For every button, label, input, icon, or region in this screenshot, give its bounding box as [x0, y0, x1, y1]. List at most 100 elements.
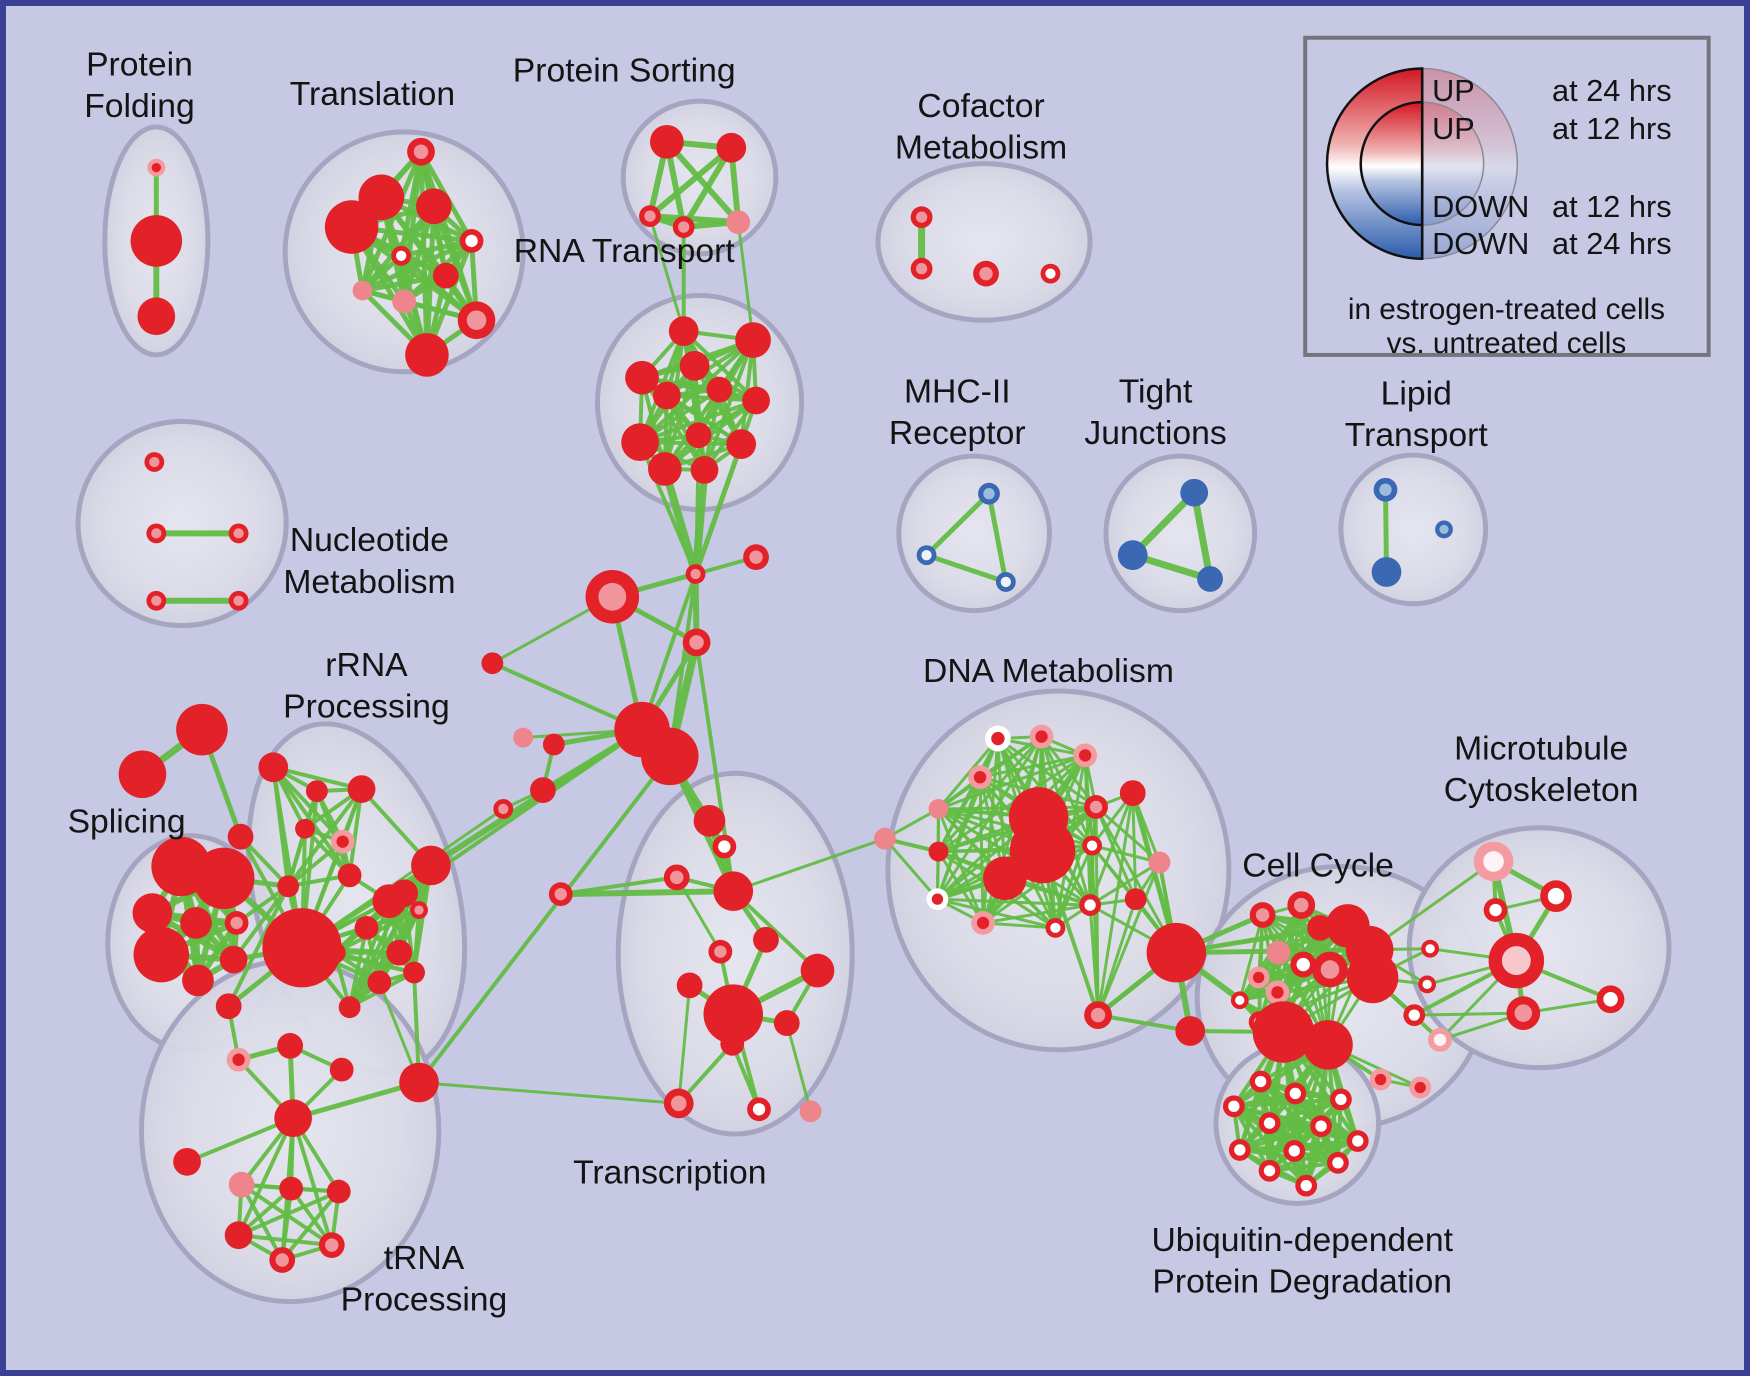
network-node[interactable]: [1119, 780, 1146, 806]
network-node[interactable]: [262, 908, 342, 988]
network-node[interactable]: [1175, 1016, 1206, 1046]
legend-updown-circle-icon: [1325, 67, 1519, 261]
network-node[interactable]: [1197, 566, 1223, 592]
network-node[interactable]: [411, 845, 451, 886]
cluster-label-dna-metabolism: DNA Metabolism: [923, 652, 1174, 690]
network-node[interactable]: [647, 452, 682, 486]
network-node[interactable]: [668, 316, 699, 347]
network-node[interactable]: [347, 775, 376, 803]
network-node[interactable]: [399, 1062, 439, 1103]
network-node[interactable]: [983, 856, 1027, 901]
network-node[interactable]: [258, 752, 289, 783]
network-node-core: [1000, 576, 1012, 588]
network-node[interactable]: [735, 322, 771, 358]
network-node[interactable]: [1148, 851, 1171, 874]
network-node[interactable]: [703, 984, 763, 1044]
network-node[interactable]: [713, 871, 754, 912]
network-node[interactable]: [118, 750, 167, 799]
network-node[interactable]: [481, 652, 504, 675]
network-node[interactable]: [513, 727, 534, 748]
network-node[interactable]: [652, 381, 681, 410]
network-node[interactable]: [224, 1221, 253, 1250]
network-node[interactable]: [1346, 951, 1399, 1004]
network-node[interactable]: [542, 733, 565, 756]
network-node[interactable]: [352, 280, 373, 301]
network-node[interactable]: [432, 262, 459, 289]
network-node[interactable]: [1009, 817, 1076, 884]
network-node[interactable]: [386, 939, 413, 966]
network-node[interactable]: [693, 804, 726, 837]
network-node[interactable]: [716, 132, 747, 163]
network-node-core: [690, 568, 701, 580]
network-node[interactable]: [753, 926, 779, 953]
network-node[interactable]: [180, 907, 212, 939]
network-node-core: [670, 870, 684, 885]
network-node[interactable]: [1146, 922, 1207, 983]
network-node[interactable]: [390, 879, 419, 908]
network-node[interactable]: [277, 1032, 304, 1059]
network-node[interactable]: [215, 993, 242, 1020]
network-node[interactable]: [1252, 1001, 1315, 1063]
network-node[interactable]: [306, 780, 328, 802]
network-node[interactable]: [928, 799, 949, 819]
network-node[interactable]: [338, 996, 361, 1019]
network-node[interactable]: [641, 727, 699, 786]
network-node[interactable]: [685, 422, 712, 449]
network-node[interactable]: [742, 386, 770, 415]
network-node[interactable]: [392, 289, 417, 314]
cluster-label-cofactor-2: Metabolism: [895, 129, 1067, 167]
network-node[interactable]: [416, 188, 452, 225]
network-node[interactable]: [337, 863, 362, 888]
network-node[interactable]: [354, 915, 379, 940]
network-node[interactable]: [1180, 478, 1209, 507]
legend-row-up12-label: UP: [1432, 111, 1475, 146]
cluster-label-protein-folding-2: Folding: [84, 87, 195, 125]
network-node[interactable]: [676, 972, 703, 999]
network-node[interactable]: [679, 350, 710, 381]
network-node[interactable]: [405, 333, 449, 377]
network-node[interactable]: [132, 893, 173, 933]
network-node[interactable]: [279, 1176, 304, 1201]
network-node[interactable]: [726, 429, 757, 460]
network-node-core: [1289, 1087, 1301, 1100]
network-node[interactable]: [1124, 888, 1147, 911]
network-node[interactable]: [530, 777, 556, 803]
network-node[interactable]: [219, 945, 248, 974]
network-node[interactable]: [176, 703, 228, 756]
network-node[interactable]: [228, 1171, 255, 1198]
network-node[interactable]: [130, 215, 183, 267]
network-node[interactable]: [1117, 540, 1148, 571]
network-node[interactable]: [182, 964, 214, 997]
network-node[interactable]: [1266, 940, 1291, 965]
network-node[interactable]: [295, 818, 315, 839]
network-node[interactable]: [403, 961, 425, 984]
network-node[interactable]: [326, 1179, 351, 1204]
network-node[interactable]: [137, 297, 176, 336]
network-node[interactable]: [800, 953, 835, 988]
network-node[interactable]: [928, 841, 949, 862]
network-node[interactable]: [625, 360, 659, 395]
network-node[interactable]: [773, 1010, 800, 1036]
network-node[interactable]: [367, 970, 392, 995]
network-node[interactable]: [227, 823, 254, 850]
network-node[interactable]: [329, 1057, 354, 1082]
network-node[interactable]: [193, 847, 255, 910]
network-node[interactable]: [874, 827, 896, 850]
network-node[interactable]: [323, 941, 346, 964]
network-node[interactable]: [690, 456, 719, 484]
network-node[interactable]: [726, 210, 751, 234]
network-node[interactable]: [706, 376, 733, 403]
network-node[interactable]: [720, 1031, 745, 1056]
network-node[interactable]: [133, 926, 190, 983]
network-edge: [736, 220, 755, 342]
network-node[interactable]: [649, 124, 684, 159]
network-node[interactable]: [1303, 1020, 1353, 1070]
network-node[interactable]: [799, 1100, 822, 1123]
cluster-label-rrna-1: rRNA: [325, 646, 408, 684]
network-node[interactable]: [621, 423, 659, 461]
network-node[interactable]: [324, 200, 379, 254]
network-node[interactable]: [173, 1147, 201, 1176]
network-node[interactable]: [1371, 557, 1402, 587]
network-node[interactable]: [277, 875, 300, 898]
network-node[interactable]: [274, 1099, 312, 1138]
